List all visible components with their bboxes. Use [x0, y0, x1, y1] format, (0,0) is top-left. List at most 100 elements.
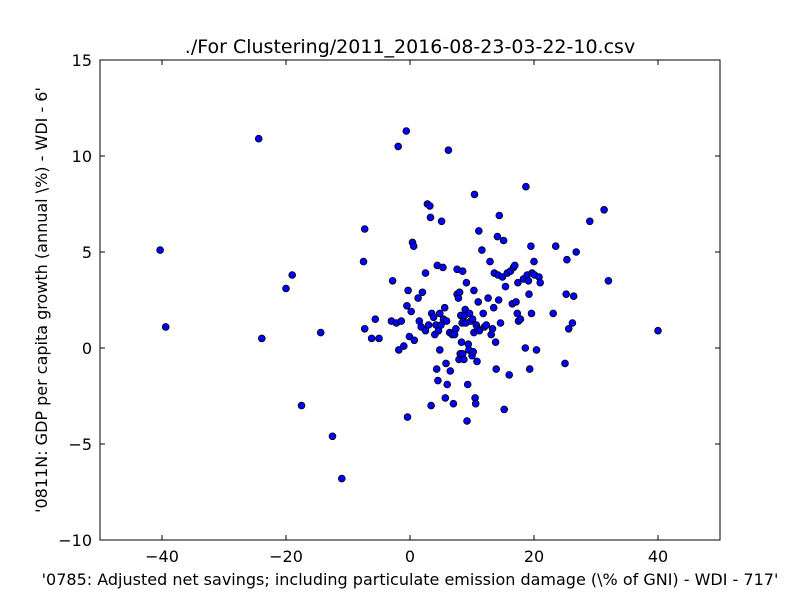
data-point	[440, 303, 449, 312]
data-point	[501, 282, 510, 291]
data-point	[512, 298, 520, 306]
x-tick-label: 20	[524, 547, 544, 566]
data-point	[463, 417, 471, 425]
data-point	[524, 276, 533, 285]
data-point	[500, 405, 509, 414]
data-point	[375, 334, 383, 343]
data-point	[426, 213, 435, 222]
data-point	[410, 336, 419, 345]
y-tick-label: 5	[82, 243, 92, 262]
data-point	[397, 317, 406, 325]
data-point	[530, 257, 538, 266]
data-point	[525, 290, 533, 299]
y-tick-label: 15	[72, 51, 92, 70]
data-point	[452, 324, 460, 333]
data-point	[604, 276, 613, 285]
data-point	[465, 309, 474, 318]
data-point	[510, 261, 519, 270]
data-point	[444, 146, 453, 155]
data-point	[514, 278, 522, 287]
data-point	[474, 298, 483, 306]
data-point	[473, 357, 481, 366]
data-point	[371, 315, 380, 324]
data-point	[394, 346, 403, 354]
data-point	[468, 315, 477, 324]
data-point	[443, 380, 452, 389]
data-point	[486, 257, 494, 266]
data-point	[328, 432, 337, 441]
data-point	[600, 206, 608, 214]
data-point	[551, 242, 560, 251]
data-point	[441, 394, 450, 402]
x-tick-label: 40	[648, 547, 668, 566]
data-point	[434, 376, 442, 385]
data-point	[367, 334, 376, 343]
data-point	[527, 309, 536, 318]
data-point	[572, 248, 580, 256]
data-point	[337, 474, 346, 483]
plot-frame	[99, 59, 721, 541]
data-point	[442, 359, 450, 368]
data-point	[569, 292, 578, 301]
data-point	[474, 227, 483, 235]
x-tick-label: −20	[269, 547, 303, 566]
data-point	[522, 182, 530, 191]
data-point	[505, 371, 514, 379]
data-point	[437, 217, 446, 226]
data-point	[446, 367, 455, 375]
data-point	[525, 365, 534, 373]
data-point	[432, 365, 441, 373]
data-point	[561, 359, 569, 368]
data-point	[495, 211, 504, 220]
data-point	[562, 290, 570, 299]
y-axis-label: '0811N: GDP per capita growth (annual \%…	[32, 87, 51, 513]
data-point	[478, 246, 486, 254]
data-point	[521, 344, 530, 352]
data-point	[549, 309, 557, 318]
data-point	[460, 355, 468, 364]
data-point	[493, 232, 502, 241]
data-point	[254, 134, 263, 143]
data-point	[439, 263, 447, 272]
data-point	[492, 365, 501, 373]
data-point	[484, 294, 492, 302]
data-point	[288, 271, 297, 279]
data-point	[405, 332, 414, 341]
data-point	[491, 338, 500, 347]
data-point	[156, 246, 164, 254]
chart-title: ./For Clustering/2011_2016-08-23-03-22-1…	[185, 36, 635, 58]
data-point	[568, 319, 577, 327]
data-point	[469, 347, 478, 356]
x-tick-label: 0	[405, 547, 415, 566]
data-point	[463, 380, 472, 389]
data-point	[360, 324, 369, 333]
data-point	[470, 286, 478, 295]
data-point	[496, 319, 505, 327]
data-point	[435, 346, 444, 354]
data-point	[429, 313, 438, 322]
data-point	[161, 323, 170, 331]
data-point	[424, 321, 433, 329]
y-tick-label: 10	[72, 147, 92, 166]
data-point	[414, 294, 422, 302]
data-point	[409, 242, 418, 251]
data-point	[470, 190, 479, 199]
data-point	[394, 142, 403, 151]
data-point	[297, 401, 306, 410]
data-point	[421, 269, 430, 277]
y-tick-label: −10	[58, 531, 92, 550]
x-axis-label: '0785: Adjusted net savings; including p…	[42, 570, 779, 589]
data-point	[425, 202, 434, 210]
x-tick-label: −40	[145, 547, 179, 566]
data-point	[585, 217, 594, 226]
data-point	[458, 267, 467, 276]
data-point	[654, 326, 662, 335]
data-point	[513, 309, 522, 318]
data-point	[532, 346, 541, 354]
data-point	[457, 338, 466, 347]
data-points	[156, 127, 662, 483]
data-point	[482, 321, 491, 329]
data-point	[499, 236, 508, 245]
